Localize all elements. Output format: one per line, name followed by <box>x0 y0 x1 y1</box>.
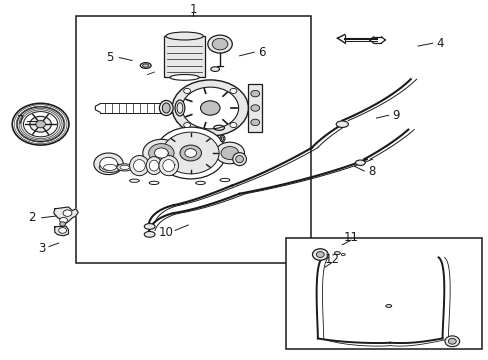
Circle shape <box>183 122 190 127</box>
Circle shape <box>59 228 66 233</box>
Text: 4: 4 <box>435 37 443 50</box>
Circle shape <box>444 336 459 347</box>
Ellipse shape <box>117 164 132 171</box>
Ellipse shape <box>334 252 340 255</box>
Ellipse shape <box>175 100 184 116</box>
Circle shape <box>60 217 67 223</box>
Bar <box>163 36 205 77</box>
Circle shape <box>250 119 259 126</box>
Ellipse shape <box>221 137 223 140</box>
Ellipse shape <box>177 103 183 113</box>
Ellipse shape <box>140 63 151 68</box>
Circle shape <box>23 112 58 137</box>
Circle shape <box>229 122 236 127</box>
Circle shape <box>30 116 51 132</box>
Circle shape <box>207 35 232 53</box>
Circle shape <box>183 89 190 94</box>
Text: 11: 11 <box>343 231 358 244</box>
Circle shape <box>12 103 69 145</box>
Circle shape <box>312 249 327 260</box>
Ellipse shape <box>144 231 155 237</box>
Text: 3: 3 <box>38 242 45 255</box>
Circle shape <box>182 87 238 129</box>
Circle shape <box>184 149 196 157</box>
Circle shape <box>63 210 72 216</box>
Ellipse shape <box>385 305 391 307</box>
Text: 7: 7 <box>17 114 24 127</box>
Ellipse shape <box>133 159 145 172</box>
Ellipse shape <box>162 103 170 113</box>
Ellipse shape <box>336 121 347 127</box>
Circle shape <box>447 338 455 344</box>
Text: 8: 8 <box>367 165 375 177</box>
Polygon shape <box>55 226 68 236</box>
Ellipse shape <box>170 75 199 80</box>
Circle shape <box>142 139 180 167</box>
Circle shape <box>148 144 174 162</box>
Bar <box>248 84 262 132</box>
Text: 6: 6 <box>257 46 265 59</box>
Polygon shape <box>54 207 78 225</box>
Text: 1: 1 <box>189 3 197 15</box>
Text: 10: 10 <box>159 226 173 239</box>
Circle shape <box>154 148 168 158</box>
Ellipse shape <box>355 160 365 166</box>
Ellipse shape <box>165 32 203 40</box>
Circle shape <box>215 142 244 164</box>
Bar <box>76 16 310 263</box>
Text: 2: 2 <box>28 211 36 224</box>
Circle shape <box>229 89 236 94</box>
Circle shape <box>212 39 227 50</box>
Ellipse shape <box>129 156 149 176</box>
Circle shape <box>221 147 238 159</box>
Circle shape <box>94 153 123 175</box>
Circle shape <box>250 105 259 111</box>
Ellipse shape <box>232 153 246 166</box>
Ellipse shape <box>235 156 243 163</box>
Circle shape <box>155 127 225 179</box>
Ellipse shape <box>142 64 148 67</box>
Circle shape <box>100 157 117 170</box>
Circle shape <box>200 101 220 115</box>
Ellipse shape <box>149 160 159 171</box>
Ellipse shape <box>220 135 224 142</box>
Ellipse shape <box>159 156 178 176</box>
Ellipse shape <box>103 165 116 170</box>
Text: 5: 5 <box>106 51 114 64</box>
Ellipse shape <box>120 165 129 170</box>
Ellipse shape <box>146 157 162 175</box>
Bar <box>285 238 481 349</box>
Circle shape <box>316 252 324 257</box>
Ellipse shape <box>210 67 219 71</box>
Circle shape <box>250 90 259 97</box>
Circle shape <box>36 121 45 128</box>
Ellipse shape <box>144 224 155 229</box>
Circle shape <box>162 132 219 174</box>
Ellipse shape <box>163 159 174 172</box>
Circle shape <box>17 107 64 141</box>
Text: 12: 12 <box>325 253 339 266</box>
Circle shape <box>180 145 201 161</box>
Ellipse shape <box>159 100 173 116</box>
Text: 9: 9 <box>391 109 399 122</box>
Circle shape <box>60 222 65 226</box>
Circle shape <box>172 80 248 136</box>
Ellipse shape <box>99 162 121 172</box>
